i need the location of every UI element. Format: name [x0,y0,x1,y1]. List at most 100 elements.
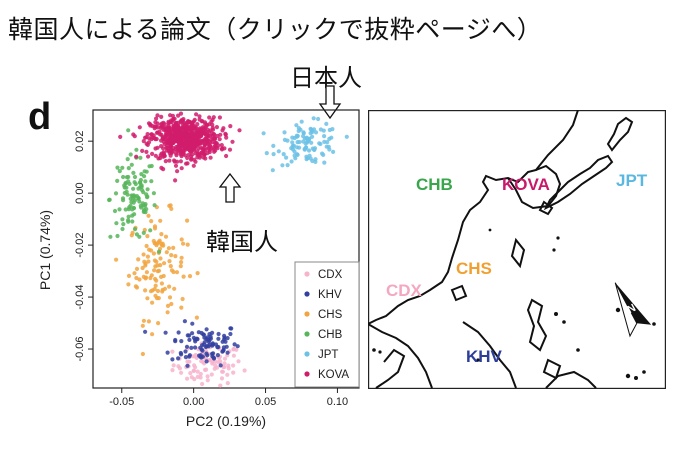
point-chb [130,219,135,224]
point-cdx [226,366,231,371]
y-tick-label: 0.00 [74,182,86,203]
point-kova [188,131,193,136]
point-kova [176,125,181,130]
point-kova [230,139,235,144]
point-chb [131,193,136,198]
point-kova [154,136,159,142]
point-jpt [331,149,336,154]
point-chb [115,165,120,170]
point-kova [159,122,164,127]
point-kova [141,139,146,144]
point-chs [152,226,158,231]
point-kova [173,136,178,141]
point-chs [165,303,171,308]
point-kova [192,139,197,144]
point-chs [174,270,180,275]
point-kova [167,158,172,163]
point-khv [190,321,195,326]
point-kova [192,117,197,122]
point-chs [141,318,146,323]
point-cdx [192,354,197,359]
point-kova [205,138,210,143]
point-chs [163,234,169,239]
point-chb [117,169,122,174]
point-chb [126,166,131,171]
point-chs [146,319,151,324]
point-khv [190,331,195,336]
point-jpt [306,137,311,142]
point-chs [162,261,167,266]
point-kova [197,114,202,119]
point-chs [154,259,159,264]
point-chb [121,174,126,180]
point-cdx [236,359,241,364]
point-chs [145,234,150,239]
point-kova [146,154,151,159]
point-kova [153,153,158,158]
point-cdx [231,346,237,352]
point-khv [170,357,175,362]
point-jpt [289,146,294,151]
point-chs [165,310,170,315]
point-jpt [312,146,318,151]
legend-box [294,261,360,388]
point-chs [159,274,164,279]
point-chs [141,252,146,257]
point-chb [117,207,122,212]
point-chb [147,164,152,169]
point-khv [176,330,181,335]
point-kova [223,132,228,137]
point-chs [179,260,184,265]
point-kova [155,145,160,150]
point-chb [120,217,125,222]
point-chb [115,178,120,183]
x-tick-label: -0.05 [109,396,134,408]
point-chs [149,248,154,253]
point-kova [162,122,167,127]
y-tick-label: -0.06 [74,336,86,361]
point-chb [112,208,118,214]
point-chs [153,293,158,298]
point-chb [122,183,127,188]
point-khv [204,327,209,332]
point-kova [196,127,201,132]
point-kova [181,132,186,137]
legend-marker-chb [304,331,310,337]
point-jpt [290,140,295,145]
point-jpt [344,134,349,139]
map-frame [368,110,666,389]
point-chs [114,257,119,262]
point-chs [195,271,200,276]
point-kova [214,125,219,130]
point-cdx [188,371,193,376]
point-khv [201,332,207,337]
point-chs [180,296,185,302]
panel-letter: d [28,96,52,138]
hainan [450,284,468,302]
map-label-chb: CHB [416,175,453,194]
point-chs [172,286,177,291]
point-cdx [231,363,236,368]
point-chb [126,219,131,224]
point-kova [161,167,166,172]
point-khv [202,340,207,345]
point-khv [215,345,220,350]
point-cdx [242,368,247,373]
point-chs [152,287,157,292]
point-kova [175,169,180,174]
map-label-chs: CHS [456,259,492,278]
point-chb [143,210,148,215]
point-khv [182,319,187,324]
point-chb [134,147,139,152]
point-jpt [324,121,329,126]
point-chs [162,286,168,291]
point-cdx [192,363,197,368]
point-khv [173,337,178,343]
point-kova [192,145,198,150]
point-kova [195,122,200,127]
page-heading-link[interactable]: 韓国人による論文（クリックで抜粋ページへ） [8,15,543,44]
point-khv [207,332,212,337]
point-kova [210,122,215,127]
point-khv [184,344,190,349]
point-chs [140,265,145,271]
